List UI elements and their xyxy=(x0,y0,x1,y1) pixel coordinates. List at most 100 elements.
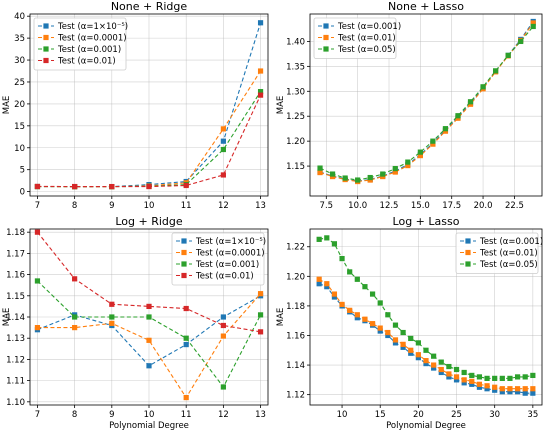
data-point xyxy=(72,325,78,331)
data-point xyxy=(469,372,475,379)
data-point xyxy=(476,381,483,387)
y-tick-label: 1.18 xyxy=(6,228,25,238)
x-tick-label: 10 xyxy=(144,201,155,211)
data-point xyxy=(146,303,152,309)
data-point xyxy=(34,229,41,235)
legend-marker xyxy=(465,261,471,267)
legend-label: Test (α=0.01) xyxy=(195,272,254,282)
data-point xyxy=(415,340,421,346)
data-point xyxy=(342,175,348,181)
data-point xyxy=(220,172,226,178)
x-tick-label: 9 xyxy=(109,410,114,420)
y-axis-label: MAE xyxy=(276,96,286,115)
legend: Test (α=1×10⁻⁵)Test (α=0.0001)Test (α=0.… xyxy=(171,232,266,286)
data-point xyxy=(430,141,436,147)
legend-marker xyxy=(323,46,329,52)
data-point xyxy=(339,255,345,262)
data-point xyxy=(431,365,437,371)
data-point xyxy=(492,384,498,390)
y-axis-label: MAE xyxy=(276,308,286,327)
x-tick-label: 13 xyxy=(255,201,266,211)
legend-marker xyxy=(465,249,471,256)
y-tick-label: 1.17 xyxy=(6,249,25,259)
y-tick-label: 1.15 xyxy=(286,162,305,172)
data-point xyxy=(499,375,505,381)
data-point xyxy=(146,337,152,343)
data-point xyxy=(400,344,406,350)
data-point xyxy=(354,276,360,282)
data-point xyxy=(392,169,398,175)
x-tick-label: 22.5 xyxy=(505,201,524,211)
subplot-1: None + Ridge 7 8 9 10 11 12 13 0 5 10 15 20 25 30 35 40 M… xyxy=(2,0,269,211)
data-point xyxy=(220,333,226,339)
y-tick-label: 1.12 xyxy=(6,355,25,365)
data-point xyxy=(392,337,399,343)
data-point xyxy=(423,358,429,364)
x-tick-label: 30 xyxy=(489,410,500,420)
data-point xyxy=(347,269,353,275)
data-point xyxy=(431,362,437,368)
x-tick-label: 10 xyxy=(337,410,348,420)
x-tick-label: 11 xyxy=(181,410,192,420)
data-point xyxy=(324,281,330,287)
y-tick-label: 1.11 xyxy=(6,377,25,387)
subplot-3: Log + Ridge 7 8 9 10 11 12 13 1.10 1.11 1.12 1.13 1.… xyxy=(2,215,269,430)
data-point xyxy=(316,276,322,282)
data-point xyxy=(484,375,490,381)
data-point xyxy=(329,171,336,177)
y-tick-label: 1.16 xyxy=(6,271,25,281)
data-point xyxy=(183,335,189,341)
axes-frame xyxy=(309,228,543,406)
data-point xyxy=(446,374,452,380)
x-tick-label: 25 xyxy=(451,410,462,420)
data-point xyxy=(347,307,353,313)
legend-label: Test (α=1×10⁻⁵) xyxy=(195,237,266,247)
y-tick-label: 1.10 xyxy=(6,398,25,408)
data-point xyxy=(507,375,513,381)
data-point xyxy=(492,387,498,393)
legend-marker xyxy=(43,46,49,52)
data-point xyxy=(417,149,423,155)
series-line-2 xyxy=(318,278,533,390)
subplot-title: Log + Lasso xyxy=(393,215,460,228)
y-tick-label: 10 xyxy=(14,144,25,154)
data-point xyxy=(257,312,264,318)
data-point xyxy=(530,20,536,26)
data-point xyxy=(257,329,264,335)
data-point xyxy=(257,68,264,74)
data-point xyxy=(220,314,226,320)
data-point xyxy=(369,321,376,327)
axes-frame xyxy=(29,13,269,197)
y-tick-label: 1.20 xyxy=(286,137,305,147)
data-point xyxy=(377,300,383,306)
data-point xyxy=(316,281,322,287)
data-point xyxy=(339,301,345,308)
data-point xyxy=(392,322,399,328)
x-tick-label: 15 xyxy=(375,410,386,420)
data-point xyxy=(146,183,152,190)
y-tick-label: 1.13 xyxy=(6,334,25,344)
data-point xyxy=(331,291,338,297)
data-point xyxy=(408,350,414,356)
legend-marker xyxy=(181,238,187,244)
data-point xyxy=(476,374,483,380)
data-point xyxy=(514,389,521,395)
subplot-title: None + Ridge xyxy=(111,0,188,13)
data-point xyxy=(380,171,386,177)
data-point xyxy=(461,369,467,376)
legend-marker xyxy=(181,249,187,256)
data-point xyxy=(146,314,152,320)
y-tick-label: 1.25 xyxy=(286,112,305,122)
data-point xyxy=(453,377,460,383)
data-point xyxy=(220,146,226,153)
data-point xyxy=(522,386,528,392)
data-point xyxy=(514,386,521,392)
y-tick-label: 1.30 xyxy=(286,87,305,97)
data-point xyxy=(317,169,323,176)
y-tick-label: 1.15 xyxy=(6,292,25,302)
y-tick-label: 40 xyxy=(14,12,25,22)
legend-marker xyxy=(43,23,49,29)
y-tick-label: 1.35 xyxy=(286,62,305,72)
data-point xyxy=(417,153,423,159)
data-point xyxy=(355,177,361,183)
